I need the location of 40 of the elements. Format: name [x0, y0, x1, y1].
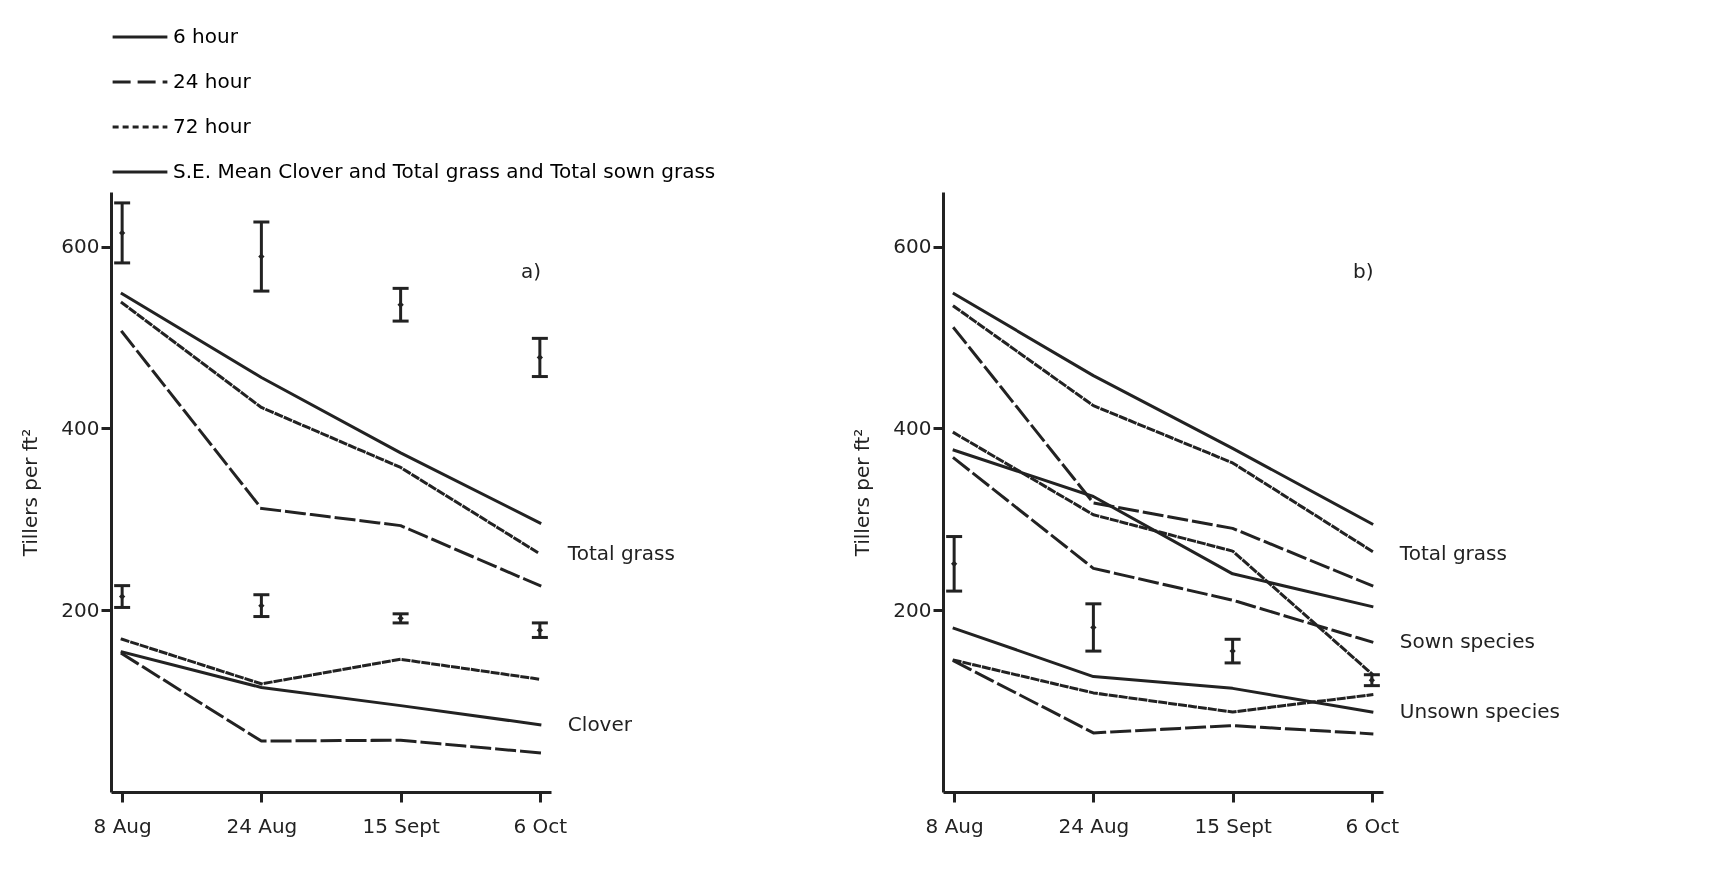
legend-label: 24 hour — [173, 69, 252, 93]
point — [536, 627, 544, 634]
point — [258, 602, 265, 609]
x-tick-label: 8 Aug — [925, 813, 984, 838]
x-tick-label: 24 Aug — [1058, 813, 1130, 838]
legend-label: 72 hour — [173, 114, 252, 138]
y-tick-label: 200 — [61, 597, 100, 622]
legend-label: S.E. Mean Clover and Total grass and Total sown grass — [173, 159, 716, 183]
y-tick-label: 200 — [893, 597, 932, 622]
line-series — [952, 292, 1374, 526]
y-axis-title: Tillers per ft² — [18, 428, 43, 558]
y-axis-title: Tillers per ft² — [850, 428, 875, 558]
line-series — [120, 330, 542, 588]
point — [950, 560, 958, 567]
legend-label: 6 hour — [173, 24, 239, 48]
point — [536, 354, 544, 361]
x-tick-label: 8 Aug — [93, 813, 152, 838]
y-tick-label: 600 — [61, 234, 100, 259]
annotation: Sown species — [1399, 629, 1535, 653]
annotation: a) — [521, 259, 542, 283]
x-tick-label: 24 Aug — [226, 813, 298, 838]
annotation: Unsown species — [1399, 699, 1560, 723]
x-tick-label: 6 Oct — [1345, 813, 1400, 838]
x-tick-label: 15 Sept — [1194, 813, 1272, 838]
point — [397, 301, 404, 308]
y-tick-label: 400 — [61, 415, 100, 440]
point — [1090, 624, 1097, 631]
annotation: Total grass — [1398, 540, 1507, 565]
annotation: Total grass — [566, 540, 675, 565]
point — [258, 253, 265, 260]
y-tick-label: 600 — [893, 234, 932, 259]
y-tick-label: 400 — [893, 415, 932, 440]
line-series — [952, 305, 1374, 553]
annotation: b) — [1353, 259, 1374, 283]
annotation: Clover — [567, 711, 633, 736]
point — [118, 593, 126, 600]
line-series — [120, 301, 542, 556]
line-series — [120, 292, 542, 525]
x-tick-label: 6 Oct — [513, 813, 568, 838]
x-tick-label: 15 Sept — [362, 813, 440, 838]
